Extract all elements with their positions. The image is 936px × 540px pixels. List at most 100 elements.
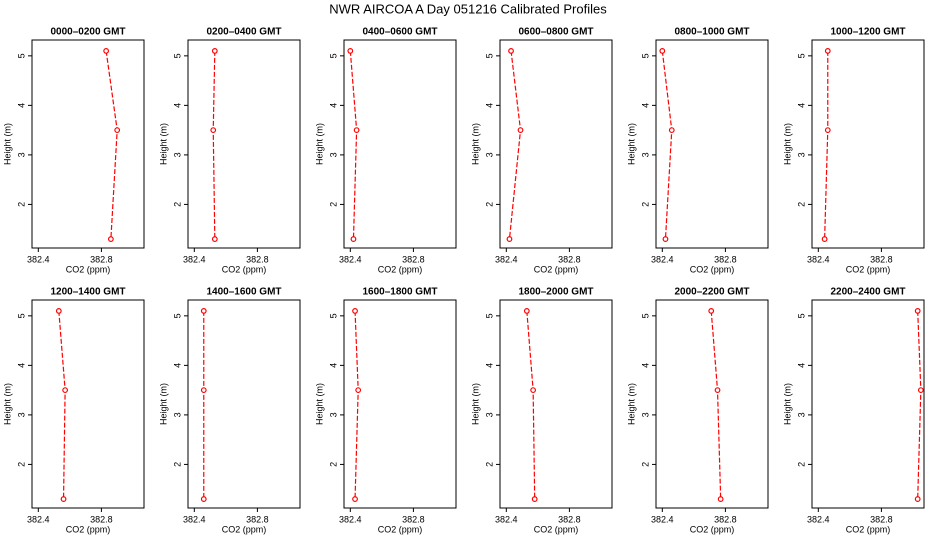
panel-title: 0000–0200 GMT: [50, 27, 125, 38]
x-tick-label: 382.8: [90, 514, 113, 524]
x-axis-label: CO2 (ppm): [378, 264, 423, 274]
x-axis-label: CO2 (ppm): [690, 264, 735, 274]
y-tick-label: 3: [16, 412, 26, 417]
x-axis-label: CO2 (ppm): [378, 524, 423, 534]
x-tick-label: 382.4: [183, 254, 206, 264]
x-tick-label: 382.8: [870, 254, 893, 264]
data-point: [717, 496, 724, 502]
plot-frame: [811, 299, 925, 509]
x-tick-label: 382.4: [339, 254, 362, 264]
data-point: [508, 47, 514, 54]
data-point: [824, 47, 831, 54]
y-tick-label: 2: [328, 462, 338, 467]
y-tick-label: 5: [172, 313, 182, 318]
y-tick-label: 2: [16, 202, 26, 207]
y-axis-label: Height (m): [314, 123, 324, 165]
y-tick-label: 2: [796, 202, 806, 207]
y-tick-label: 4: [16, 103, 26, 108]
x-tick-label: 382.8: [558, 254, 581, 264]
x-tick-label: 382.8: [558, 514, 581, 524]
panel-title: 0400–0600 GMT: [362, 27, 437, 38]
y-tick-label: 3: [640, 412, 650, 417]
y-axis-label: Height (m): [470, 383, 480, 425]
y-tick-label: 5: [328, 313, 338, 318]
x-tick-label: 382.4: [495, 254, 518, 264]
x-axis-label: CO2 (ppm): [534, 264, 579, 274]
x-axis-label: CO2 (ppm): [66, 264, 111, 274]
x-axis-label: CO2 (ppm): [66, 524, 111, 534]
y-tick-label: 5: [640, 53, 650, 58]
y-tick-label: 5: [172, 53, 182, 58]
x-axis-label: CO2 (ppm): [846, 264, 891, 274]
y-tick-label: 5: [16, 313, 26, 318]
y-tick-label: 4: [16, 363, 26, 368]
y-tick-label: 2: [16, 462, 26, 467]
x-tick-label: 382.8: [714, 514, 737, 524]
panel-title: 0200–0400 GMT: [206, 27, 281, 38]
profile-line: [824, 50, 829, 240]
panel-title: 0600–0800 GMT: [518, 27, 593, 38]
plot-frame: [655, 39, 769, 249]
data-point: [55, 307, 62, 314]
profile-line: [917, 310, 922, 500]
data-point: [531, 496, 538, 502]
y-tick-label: 4: [484, 103, 494, 108]
plot-frame: [811, 39, 925, 249]
data-point: [200, 307, 207, 314]
data-point: [659, 47, 666, 54]
x-tick-label: 382.4: [807, 254, 830, 264]
y-tick-label: 4: [796, 363, 806, 368]
y-tick-label: 4: [172, 103, 182, 108]
profile-line: [508, 50, 522, 240]
y-tick-label: 4: [640, 103, 650, 108]
data-point: [352, 307, 358, 314]
y-tick-label: 3: [328, 152, 338, 157]
y-tick-label: 5: [796, 313, 806, 318]
data-point: [200, 496, 207, 502]
plot-frame: [343, 39, 457, 249]
profile-line: [105, 50, 118, 240]
data-point: [347, 47, 354, 54]
y-axis-label: Height (m): [158, 383, 168, 425]
y-tick-label: 2: [640, 202, 650, 207]
y-axis-label: Height (m): [2, 383, 12, 425]
y-axis-label: Height (m): [782, 383, 792, 425]
y-tick-label: 2: [172, 462, 182, 467]
x-tick-label: 382.4: [807, 514, 830, 524]
y-axis-label: Height (m): [158, 123, 168, 165]
y-tick-label: 2: [484, 462, 494, 467]
data-point: [821, 236, 828, 242]
panel-title: 2000–2200 GMT: [674, 287, 749, 298]
x-tick-label: 382.8: [714, 254, 737, 264]
y-tick-label: 4: [796, 103, 806, 108]
x-tick-label: 382.8: [870, 514, 893, 524]
x-tick-label: 382.4: [27, 514, 50, 524]
x-tick-label: 382.8: [402, 254, 425, 264]
data-point: [917, 387, 924, 394]
y-tick-label: 5: [640, 313, 650, 318]
plot-frame: [655, 299, 769, 509]
data-point: [107, 236, 114, 242]
profile-line: [349, 50, 358, 240]
data-point: [824, 127, 831, 134]
y-tick-label: 3: [796, 412, 806, 417]
y-tick-label: 5: [484, 313, 494, 318]
y-tick-label: 4: [172, 363, 182, 368]
plot-frame: [31, 39, 145, 249]
x-axis-label: CO2 (ppm): [846, 524, 891, 534]
data-point: [914, 307, 921, 314]
data-point: [353, 127, 360, 134]
panel-title: 1200–1400 GMT: [50, 287, 125, 298]
y-tick-label: 4: [328, 103, 338, 108]
data-point: [211, 236, 218, 242]
page-title: NWR AIRCOA A Day 051216 Calibrated Profi…: [329, 1, 607, 16]
y-tick-label: 3: [328, 412, 338, 417]
panel-title: 1600–1800 GMT: [362, 287, 437, 298]
y-tick-label: 5: [796, 53, 806, 58]
y-tick-label: 5: [484, 53, 494, 58]
data-point: [210, 127, 217, 134]
profile-line: [710, 310, 722, 500]
y-tick-label: 3: [172, 152, 182, 157]
y-axis-label: Height (m): [626, 123, 636, 165]
data-point: [530, 387, 537, 394]
